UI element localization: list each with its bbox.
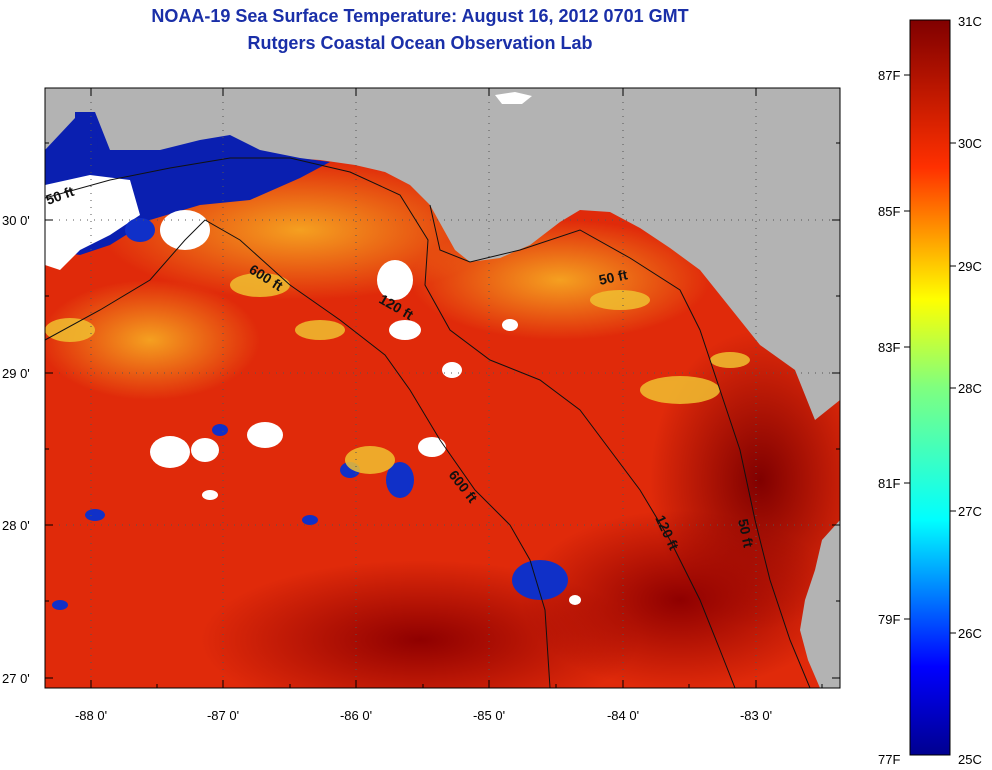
cooler-patch: [45, 280, 260, 400]
colorbar-celsius-label: 29C: [958, 259, 982, 274]
lon-label: -88 0': [75, 708, 107, 723]
contour-label: 50 ft: [597, 266, 629, 288]
mild-patches: [45, 273, 750, 474]
colorbar-celsius-label: 28C: [958, 381, 982, 396]
colorbar-fahrenheit-label: 81F: [878, 476, 900, 491]
lon-label: -87 0': [207, 708, 239, 723]
colorbar-celsius-label: 30C: [958, 136, 982, 151]
map-subtitle: Rutgers Coastal Ocean Observation Lab: [247, 33, 593, 53]
colorbar: [909, 19, 951, 756]
colorbar-celsius-label: 31C: [958, 14, 982, 29]
lat-label: 28 0': [2, 518, 30, 533]
colorbar-celsius-label: 27C: [958, 504, 982, 519]
map-area: 50 ft 600 ft 120 ft 50 ft 600 ft 120 ft …: [45, 88, 840, 688]
cold-water: [75, 112, 98, 150]
colorbar-fahrenheit-label: 83F: [878, 340, 900, 355]
lat-label: 29 0': [2, 366, 30, 381]
land: [45, 88, 840, 420]
lon-label: -84 0': [607, 708, 639, 723]
lat-label: 27 0': [2, 671, 30, 686]
depth-contours: [45, 157, 811, 688]
colorbar-fahrenheit-label: 77F: [878, 752, 900, 767]
colorbar-ticks: [904, 74, 956, 634]
colorbar-celsius-label: 26C: [958, 626, 982, 641]
axis-ticks: [45, 88, 840, 688]
colorbar-celsius-label: 25C: [958, 752, 982, 767]
map-title: NOAA-19 Sea Surface Temperature: August …: [151, 6, 689, 26]
colorbar-fahrenheit-label: 79F: [878, 612, 900, 627]
contour-label: 50 ft: [735, 517, 757, 549]
lat-label: 30 0': [2, 213, 30, 228]
lon-label: -86 0': [340, 708, 372, 723]
colorbar-fahrenheit-label: 85F: [878, 204, 900, 219]
cloud-cover: [45, 175, 581, 605]
lon-label: -85 0': [473, 708, 505, 723]
lon-label: -83 0': [740, 708, 772, 723]
cold-patches: [52, 218, 568, 610]
land-south-east: [800, 520, 840, 688]
colorbar-fahrenheit-label: 87F: [878, 68, 900, 83]
warm-patch: [520, 510, 840, 688]
cloud: [495, 92, 532, 104]
map-frame: [44, 87, 841, 689]
